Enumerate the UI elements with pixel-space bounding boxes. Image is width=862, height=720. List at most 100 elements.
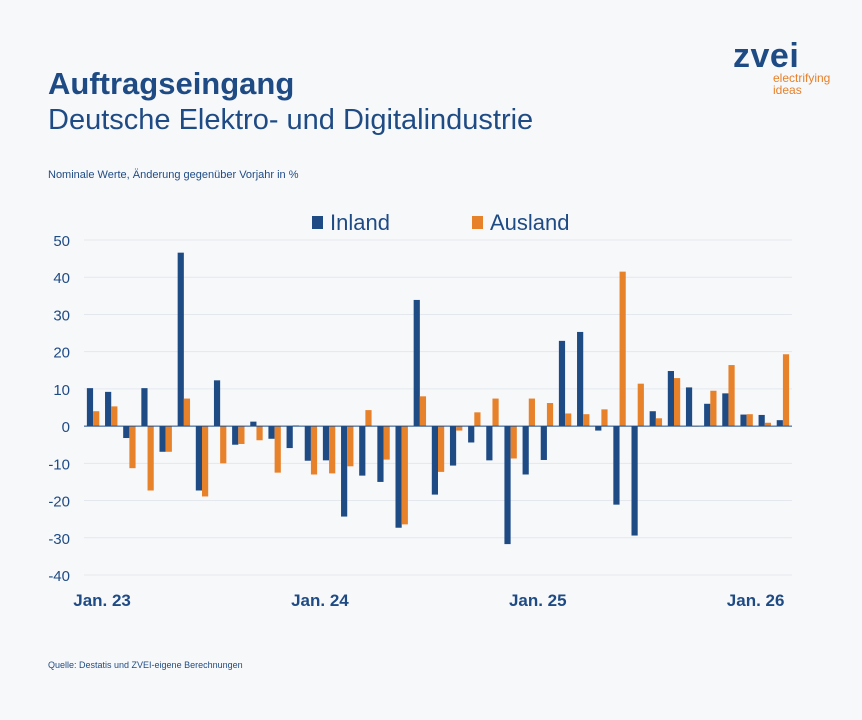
bar-ausland	[510, 426, 517, 459]
bar-ausland	[93, 411, 100, 427]
bar-inland	[304, 426, 311, 461]
bar-ausland	[147, 426, 154, 491]
bar-ausland	[583, 414, 590, 427]
bar-ausland	[401, 426, 408, 525]
bar-inland	[232, 426, 239, 445]
bar-inland	[286, 426, 293, 449]
bar-ausland	[782, 354, 790, 427]
bar-ausland	[220, 426, 227, 464]
x-tick-label: Jan. 25	[509, 591, 567, 610]
y-tick-label: -10	[48, 456, 70, 473]
bar-ausland	[165, 426, 172, 452]
bar-ausland	[764, 422, 771, 427]
unit-note: Nominale Werte, Änderung gegenüber Vorja…	[48, 169, 299, 181]
page-subtitle: Deutsche Elektro- und Digitalindustrie	[48, 104, 534, 136]
bar-inland	[86, 388, 94, 427]
legend-swatch-inland	[312, 216, 323, 229]
bar-inland	[395, 426, 402, 528]
x-tick-label: Jan. 23	[73, 591, 131, 610]
bar-inland	[105, 391, 112, 427]
bar-inland	[213, 380, 221, 427]
bar-ausland	[419, 396, 427, 427]
bar-ausland	[674, 378, 681, 427]
bar-ausland	[129, 426, 136, 469]
bar-ausland	[310, 426, 318, 475]
bar-ausland	[655, 418, 663, 427]
bar-inland	[667, 371, 674, 427]
bar-ausland	[111, 406, 118, 427]
y-tick-label: 10	[53, 382, 70, 399]
bar-inland	[758, 414, 765, 427]
y-axis-ticks: 50 40 30 20 10 0 -10 -20 -30 -40	[48, 233, 70, 585]
x-tick-label: Jan. 24	[291, 591, 349, 610]
bar-ausland	[474, 412, 481, 427]
bar-ausland	[329, 426, 336, 474]
bar-inland	[740, 414, 747, 427]
bar-inland	[377, 426, 384, 482]
bar-inland	[722, 393, 729, 427]
bar-inland	[449, 426, 457, 466]
source-note: Quelle: Destatis und ZVEI-eigene Berechn…	[48, 660, 243, 670]
y-tick-label: 30	[53, 307, 70, 324]
bar-inland	[504, 426, 511, 545]
y-tick-label: -20	[48, 494, 70, 511]
x-axis-ticks: Jan. 23 Jan. 24 Jan. 25 Jan. 26	[73, 591, 784, 610]
logo-tagline: electrifying ideas	[773, 71, 831, 97]
legend-label-inland: Inland	[330, 210, 390, 235]
bar-ausland	[492, 398, 499, 427]
bar-ausland	[619, 271, 626, 427]
bar-ausland	[528, 398, 535, 427]
bar-inland	[268, 426, 275, 439]
zvei-logo: zvei electrifying ideas	[733, 37, 853, 97]
bar-inland	[631, 426, 638, 536]
bar-inland	[468, 426, 475, 443]
y-tick-label: 40	[53, 270, 70, 287]
x-tick-label: Jan. 26	[727, 591, 785, 610]
bar-ausland	[565, 413, 572, 427]
bar-ausland	[365, 410, 372, 427]
bar-inland	[649, 411, 656, 427]
bar-ausland	[347, 426, 354, 467]
y-tick-label: 50	[53, 233, 70, 250]
bar-ausland	[274, 426, 281, 473]
bars	[86, 252, 790, 545]
bar-ausland	[438, 426, 445, 472]
bar-inland	[159, 426, 166, 452]
bar-inland	[558, 340, 566, 427]
bar-inland	[431, 426, 438, 495]
legend: Inland Ausland	[312, 210, 570, 235]
bar-inland	[776, 420, 783, 427]
bar-inland	[613, 426, 620, 505]
bar-ausland	[546, 403, 554, 427]
bar-ausland	[183, 398, 191, 427]
bar-inland	[413, 299, 420, 427]
bar-inland	[685, 387, 693, 427]
bar-inland	[577, 331, 584, 427]
bar-ausland	[710, 390, 717, 427]
y-tick-label: 0	[62, 419, 70, 436]
bar-ausland	[728, 365, 735, 427]
bar-ausland	[456, 426, 463, 431]
bar-inland	[540, 426, 547, 460]
bar-ausland	[256, 426, 263, 441]
y-tick-label: -30	[48, 531, 70, 548]
page-title: Auftragseingang	[48, 66, 295, 101]
bar-inland	[195, 426, 202, 491]
bar-inland	[486, 426, 493, 461]
bar-inland	[123, 426, 130, 439]
bar-inland	[341, 426, 348, 517]
bar-ausland	[601, 409, 608, 427]
bar-inland	[359, 426, 366, 476]
legend-swatch-ausland	[472, 216, 483, 229]
bar-inland	[141, 388, 148, 427]
bar-inland	[595, 426, 602, 431]
bar-ausland	[383, 426, 390, 460]
bar-inland	[522, 426, 529, 475]
logo-wordmark: zvei	[733, 37, 800, 75]
bar-ausland	[637, 383, 644, 427]
legend-label-ausland: Ausland	[490, 210, 570, 235]
bar-inland	[322, 426, 330, 461]
bar-ausland	[202, 426, 209, 497]
y-tick-label: -40	[48, 568, 70, 585]
